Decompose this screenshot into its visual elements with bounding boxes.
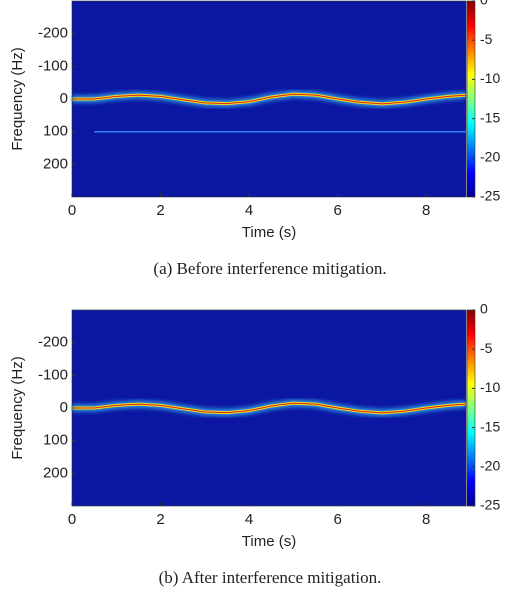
colorbar-tick-label: -10: [480, 70, 500, 86]
y-tick-label: -100: [38, 57, 68, 74]
y-tick-label: 100: [43, 123, 68, 140]
colorbar-tick-label: -5: [480, 31, 493, 47]
y-tick-label: -200: [38, 25, 68, 42]
colorbar-tick-label: -15: [480, 109, 500, 125]
x-tick-label: 4: [245, 511, 253, 528]
caption: (a) Before interference mitigation.: [153, 259, 386, 278]
x-tick-label: 0: [68, 511, 76, 528]
colorbar-tick-label: -15: [480, 418, 500, 434]
x-tick-label: 0: [68, 202, 76, 219]
colorbar-tick-label: -5: [480, 340, 493, 356]
y-axis-label: Frequency (Hz): [9, 356, 26, 459]
y-tick-label: 0: [60, 399, 68, 416]
colorbar: [466, 309, 476, 507]
x-axis-label: Time (s): [242, 224, 296, 241]
colorbar-tick-label: -20: [480, 149, 500, 165]
y-axis-label: Frequency (Hz): [9, 47, 26, 150]
y-tick-label: -100: [38, 366, 68, 383]
y-tick-label: 200: [43, 155, 68, 172]
y-tick-label: 200: [43, 464, 68, 481]
colorbar-tick-label: -25: [480, 188, 500, 204]
x-tick-label: 8: [422, 511, 430, 528]
colorbar-tick-label: 0: [480, 0, 488, 8]
y-tick-label: 100: [43, 432, 68, 449]
x-tick-label: 2: [156, 511, 164, 528]
x-tick-label: 8: [422, 202, 430, 219]
ridge-core: [72, 93, 467, 105]
caption: (b) After interference mitigation.: [159, 568, 382, 587]
y-tick-label: -200: [38, 334, 68, 351]
x-tick-label: 6: [333, 202, 341, 219]
colorbar-tick-label: -25: [480, 497, 500, 513]
y-tick-label: 0: [60, 90, 68, 107]
x-tick-label: 2: [156, 202, 164, 219]
colorbar: [466, 0, 476, 198]
x-tick-label: 4: [245, 202, 253, 219]
colorbar-tick-label: 0: [480, 301, 488, 317]
colorbar-tick-label: -10: [480, 379, 500, 395]
ridge-core: [72, 402, 467, 414]
colorbar-tick-label: -20: [480, 458, 500, 474]
x-axis-label: Time (s): [242, 533, 296, 550]
x-tick-label: 6: [333, 511, 341, 528]
